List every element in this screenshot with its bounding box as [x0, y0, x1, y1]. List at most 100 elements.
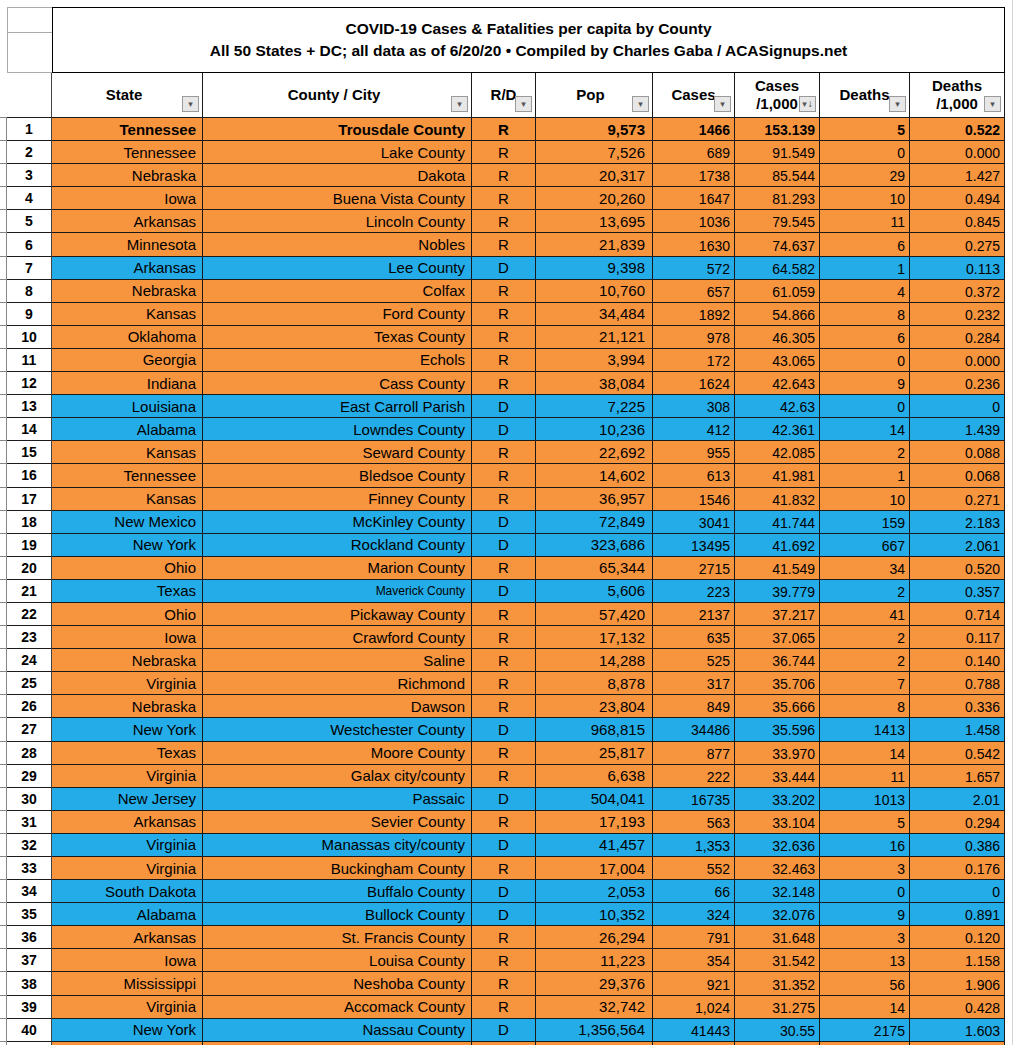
cell-pop[interactable]: 10,236	[536, 418, 653, 441]
cell-deaths[interactable]: 29	[820, 164, 910, 187]
cell-deaths_per_1000[interactable]: 0.120	[910, 926, 1005, 949]
row-number[interactable]: 30	[7, 788, 52, 811]
filter-dropdown-button-rd[interactable]: ▾	[515, 96, 532, 112]
cell-county[interactable]: McKinley County	[203, 511, 472, 534]
row-number[interactable]: 24	[7, 649, 52, 672]
cell-deaths_per_1000[interactable]: 0.232	[910, 303, 1005, 326]
column-header-rd[interactable]: R/D▾	[472, 73, 536, 118]
cell-deaths[interactable]: 0	[820, 395, 910, 418]
cell-rd[interactable]: R	[472, 742, 536, 765]
cell-cases[interactable]: 563	[653, 811, 735, 834]
cell-rd[interactable]: R	[472, 372, 536, 395]
row-number[interactable]: 17	[7, 488, 52, 511]
cell-rd[interactable]: R	[472, 280, 536, 303]
row-number[interactable]: 18	[7, 511, 52, 534]
cell-cases_per_1000[interactable]: 32.636	[735, 834, 820, 857]
cell-county[interactable]: Seward County	[203, 441, 472, 464]
cell-pop[interactable]: 21,839	[536, 233, 653, 256]
cell-county[interactable]: Bledsoe County	[203, 464, 472, 487]
row-number[interactable]: 22	[7, 603, 52, 626]
cell-deaths[interactable]: 1	[820, 257, 910, 280]
cell-deaths[interactable]: 1	[820, 464, 910, 487]
cell-cases_per_1000[interactable]: 42.085	[735, 441, 820, 464]
cell-county[interactable]: Neshoba County	[203, 972, 472, 995]
cell-pop[interactable]: 17,132	[536, 626, 653, 649]
cell-rd[interactable]: R	[472, 857, 536, 880]
cell-rd[interactable]: D	[472, 718, 536, 741]
filter-dropdown-button-deaths[interactable]: ▾	[889, 96, 906, 112]
cell-cases_per_1000[interactable]: 153.139	[735, 118, 820, 141]
cell-county[interactable]: Passaic	[203, 788, 472, 811]
cell-rd[interactable]: R	[472, 303, 536, 326]
cell-cases_per_1000[interactable]: 79.545	[735, 210, 820, 233]
cell-pop[interactable]: 29,376	[536, 972, 653, 995]
cell-county[interactable]: Rockland County	[203, 534, 472, 557]
column-header-deaths_per_1000[interactable]: Deaths/1,000▾	[910, 73, 1005, 118]
cell-cases_per_1000[interactable]: 35.666	[735, 695, 820, 718]
cell-pop[interactable]: 65,344	[536, 557, 653, 580]
cell-state[interactable]: Arkansas	[52, 210, 203, 233]
cell-deaths_per_1000[interactable]: 0.520	[910, 557, 1005, 580]
cell-state[interactable]: Nebraska	[52, 649, 203, 672]
cell-cases_per_1000[interactable]: 33.104	[735, 811, 820, 834]
cell-pop[interactable]: 968,815	[536, 718, 653, 741]
cell-cases_per_1000[interactable]: 33.202	[735, 788, 820, 811]
cell-state[interactable]: Iowa	[52, 187, 203, 210]
cell-deaths_per_1000[interactable]: 1.427	[910, 164, 1005, 187]
cell-state[interactable]: Iowa	[52, 949, 203, 972]
cell-deaths_per_1000[interactable]: 0.294	[910, 811, 1005, 834]
cell-pop[interactable]: 323,686	[536, 534, 653, 557]
cell-rd[interactable]: D	[472, 418, 536, 441]
cell-deaths_per_1000[interactable]: 2.01	[910, 788, 1005, 811]
cell-state[interactable]: Arkansas	[52, 257, 203, 280]
cell-cases[interactable]: 1892	[653, 303, 735, 326]
cell-rd[interactable]: D	[472, 534, 536, 557]
cell-rd[interactable]	[472, 1042, 536, 1045]
row-number[interactable]: 20	[7, 557, 52, 580]
cell-rd[interactable]: R	[472, 672, 536, 695]
cell-deaths[interactable]: 14	[820, 418, 910, 441]
cell-rd[interactable]: R	[472, 187, 536, 210]
cell-cases_per_1000[interactable]: 46.305	[735, 326, 820, 349]
cell-deaths_per_1000[interactable]	[910, 1042, 1005, 1045]
cell-state[interactable]: Texas	[52, 580, 203, 603]
cell-cases[interactable]: 978	[653, 326, 735, 349]
row-number[interactable]: 32	[7, 834, 52, 857]
cell-rd[interactable]: R	[472, 464, 536, 487]
cell-pop[interactable]: 34,484	[536, 303, 653, 326]
cell-pop[interactable]: 10,352	[536, 903, 653, 926]
cell-county[interactable]: Accomack County	[203, 996, 472, 1019]
cell-deaths[interactable]: 34	[820, 557, 910, 580]
cell-state[interactable]: Iowa	[52, 626, 203, 649]
cell-rd[interactable]: D	[472, 903, 536, 926]
filter-dropdown-button-cases[interactable]: ▾	[714, 96, 731, 112]
cell-pop[interactable]: 9,573	[536, 118, 653, 141]
cell-county[interactable]: Buckingham County	[203, 857, 472, 880]
cell-cases[interactable]: 1647	[653, 187, 735, 210]
row-number[interactable]: 12	[7, 372, 52, 395]
column-header-state[interactable]: State▾	[52, 73, 203, 118]
cell-deaths[interactable]: 10	[820, 488, 910, 511]
cell-deaths_per_1000[interactable]: 0.000	[910, 349, 1005, 372]
cell-cases[interactable]: 572	[653, 257, 735, 280]
cell-rd[interactable]: R	[472, 811, 536, 834]
cell-state[interactable]: Nebraska	[52, 280, 203, 303]
cell-deaths[interactable]: 10	[820, 187, 910, 210]
cell-cases_per_1000[interactable]: 43.065	[735, 349, 820, 372]
cell-deaths[interactable]	[820, 1042, 910, 1045]
cell-pop[interactable]: 36,957	[536, 488, 653, 511]
cell-state[interactable]: Virginia	[52, 765, 203, 788]
cell-state[interactable]: Georgia	[52, 349, 203, 372]
cell-state[interactable]: Arkansas	[52, 926, 203, 949]
cell-pop[interactable]: 3,994	[536, 349, 653, 372]
cell-cases[interactable]: 2137	[653, 603, 735, 626]
cell-cases[interactable]: 1546	[653, 488, 735, 511]
cell-deaths_per_1000[interactable]: 0.788	[910, 672, 1005, 695]
cell-rd[interactable]: R	[472, 141, 536, 164]
cell-pop[interactable]: 10,760	[536, 280, 653, 303]
row-number[interactable]: 23	[7, 626, 52, 649]
filter-dropdown-button-county[interactable]: ▾	[451, 96, 468, 112]
cell-cases[interactable]: 324	[653, 903, 735, 926]
cell-deaths_per_1000[interactable]: 0.140	[910, 649, 1005, 672]
cell-state[interactable]: Mississippi	[52, 972, 203, 995]
